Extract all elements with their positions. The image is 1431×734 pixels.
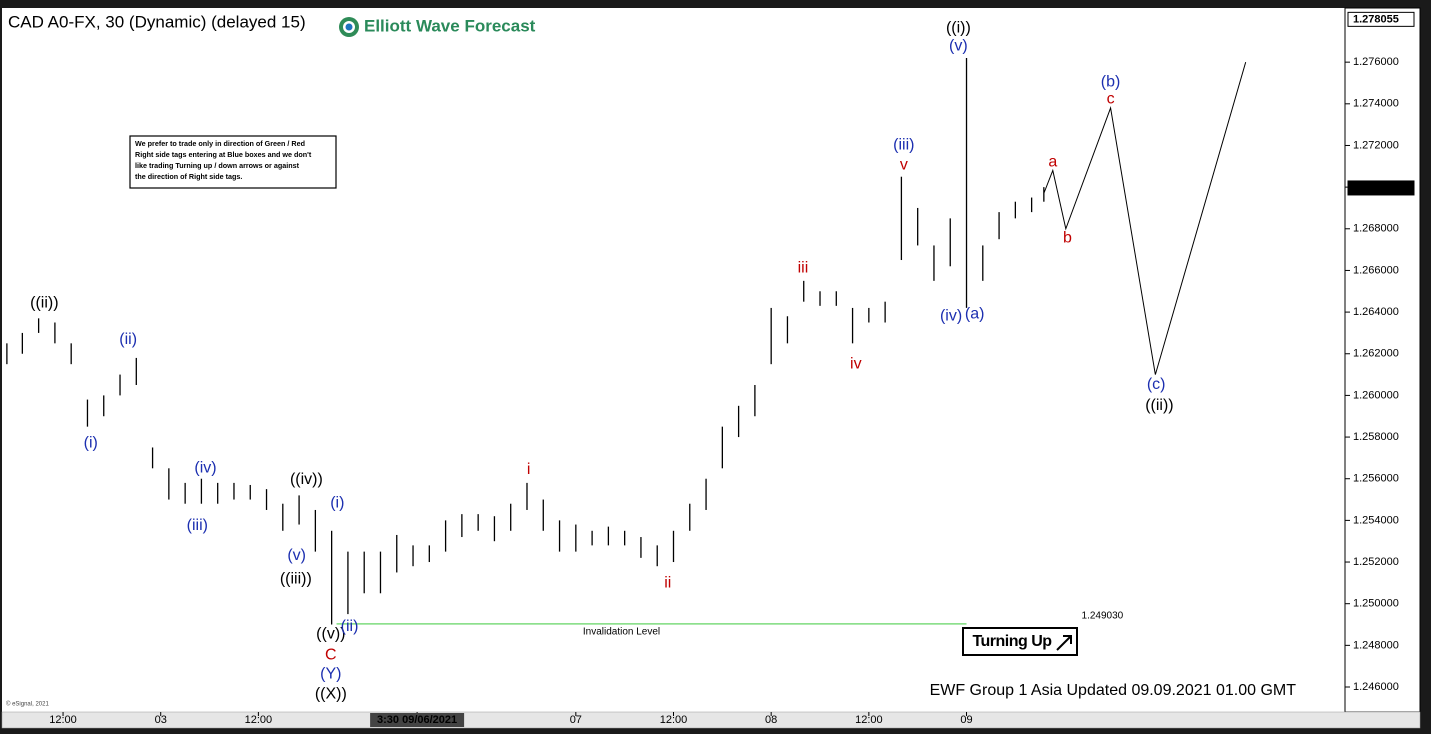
wave-label: (b) — [1101, 73, 1121, 90]
x-tick-label: 03 — [155, 714, 167, 726]
x-tick-label: 12:00 — [245, 714, 273, 726]
price-tag-label: 1.278055 — [1353, 13, 1399, 25]
wave-label: ii — [664, 574, 671, 591]
wave-label: ((X)) — [315, 685, 347, 702]
x-tick-label: 07 — [570, 714, 582, 726]
invalidation-value: 1.249030 — [1082, 611, 1124, 622]
wave-label: (i) — [330, 494, 344, 511]
wave-label: b — [1063, 229, 1072, 246]
y-axis-panel — [1344, 7, 1421, 713]
wave-label: ((iv)) — [290, 471, 323, 488]
copyright: © eSignal, 2021 — [6, 701, 49, 708]
x-cursor-tag — [370, 713, 465, 727]
wave-label: C — [325, 646, 337, 663]
x-tick-label: 3:30 09/06/2021 — [377, 714, 457, 726]
x-tick-label: 12:00 — [855, 714, 883, 726]
wave-label: ((ii)) — [30, 294, 58, 311]
note-box — [129, 135, 337, 189]
price-tag — [1347, 180, 1415, 196]
chart-title: CAD A0-FX, 30 (Dynamic) (delayed 15) — [8, 12, 306, 31]
wave-label: ((i)) — [946, 19, 971, 36]
note-line: Right side tags entering at Blue boxes a… — [135, 150, 312, 159]
y-tick-label: 1.268000 — [1353, 223, 1399, 235]
invalidation-label: Invalidation Level — [583, 627, 660, 638]
wave-label: ((v)) — [316, 625, 345, 642]
wave-label: (Y) — [320, 665, 341, 682]
x-tick-label: 09 — [960, 714, 972, 726]
wave-label: (iv) — [940, 307, 962, 324]
y-tick-label: 1.274000 — [1353, 98, 1399, 110]
y-tick-label: 1.258000 — [1353, 431, 1399, 443]
badge-arrow — [1056, 635, 1072, 651]
wave-label: ((iii)) — [280, 570, 312, 587]
y-tick-label: 1.250000 — [1353, 598, 1399, 610]
projection-path — [1043, 62, 1247, 375]
wave-label: (iv) — [194, 459, 216, 476]
footer: EWF Group 1 Asia Updated 09.09.2021 01.0… — [930, 682, 1297, 699]
wave-label: (iii) — [187, 517, 208, 534]
x-tick-label: 12:00 — [660, 714, 688, 726]
wave-label: (v) — [287, 547, 306, 564]
wave-label: c — [1107, 90, 1115, 107]
wave-label: (a) — [965, 305, 985, 322]
y-tick-label: 1.272000 — [1353, 139, 1399, 151]
wave-label: (ii) — [119, 331, 137, 348]
badge-text: Turning Up — [972, 633, 1052, 650]
wave-label: (i) — [84, 434, 98, 451]
price-tag — [1347, 11, 1415, 27]
y-tick-label: 1.266000 — [1353, 264, 1399, 276]
y-tick-label: 1.260000 — [1353, 389, 1399, 401]
wave-label: (iii) — [893, 136, 914, 153]
badge-box — [962, 627, 1078, 656]
x-tick-label: 12:00 — [49, 714, 77, 726]
y-tick-label: 1.246000 — [1353, 681, 1399, 693]
y-tick-label: 1.276000 — [1353, 56, 1399, 68]
y-tick-label: 1.262000 — [1353, 348, 1399, 360]
wave-label: (ii) — [341, 618, 359, 635]
wave-label: v — [900, 156, 908, 173]
wave-label: a — [1048, 153, 1057, 170]
note-line: the direction of Right side tags. — [135, 172, 242, 181]
price-tag-label: 1.269960 — [1353, 182, 1399, 194]
y-tick-label: 1.252000 — [1353, 556, 1399, 568]
wave-label: (v) — [949, 37, 968, 54]
plot-area — [2, 8, 1345, 712]
brand-logo-core — [345, 23, 353, 31]
brand-name: Elliott Wave Forecast — [364, 16, 536, 35]
y-tick-label: 1.254000 — [1353, 514, 1399, 526]
wave-label: iv — [850, 355, 862, 372]
wave-label: iii — [798, 259, 809, 276]
x-tick-label: 08 — [765, 714, 777, 726]
y-tick-label: 1.264000 — [1353, 306, 1399, 318]
note-line: We prefer to trade only in direction of … — [135, 139, 305, 148]
y-tick-label: 1.248000 — [1353, 639, 1399, 651]
note-line: like trading Turning up / down arrows or… — [135, 161, 300, 170]
wave-label: ((ii)) — [1145, 397, 1173, 414]
wave-label: i — [527, 461, 531, 478]
wave-label: (c) — [1147, 376, 1166, 393]
x-axis-panel — [1, 711, 1421, 729]
y-tick-label: 1.256000 — [1353, 473, 1399, 485]
